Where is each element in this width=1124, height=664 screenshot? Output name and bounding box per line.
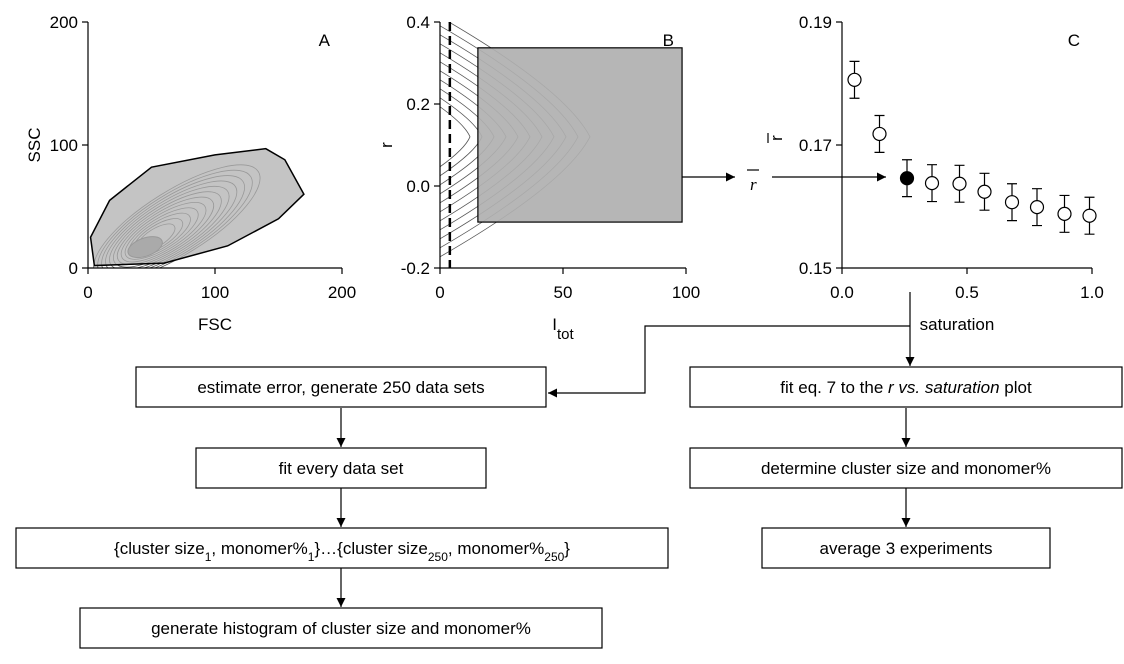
- y-tick-label: 200: [50, 13, 78, 32]
- flow-text-part: estimate error, generate 250 data sets: [197, 378, 484, 397]
- gate: [477, 47, 683, 223]
- plot-area: [440, 22, 683, 268]
- x-axis-label-main: FSC: [198, 315, 232, 334]
- panel: -0.2 0.0 0.2 0.4 0 50 100 Itot r B: [377, 13, 700, 343]
- y-axis-label: r: [377, 142, 396, 148]
- arrow: [548, 325, 910, 398]
- contour: [440, 97, 483, 177]
- x-tick-label: 100: [201, 283, 229, 302]
- flow-text-part: 1: [308, 550, 315, 564]
- flow-node: fit eq. 7 to the r vs. saturation plot: [689, 366, 1123, 408]
- annotation: r: [750, 175, 757, 194]
- x-axis-label-main: I: [552, 315, 557, 334]
- x-axis-label-main: saturation: [920, 315, 995, 334]
- flow-node: fit every data set: [195, 447, 487, 489]
- plot-area: [89, 147, 305, 268]
- flow-text-part: determine cluster size and monomer%: [761, 459, 1051, 478]
- flow-text-part: }: [564, 539, 570, 558]
- point: [924, 176, 940, 191]
- flow-text-part: }…{cluster size: [314, 539, 427, 558]
- point: [872, 126, 887, 142]
- y-tick-label: 0.2: [406, 95, 430, 114]
- flow-node: estimate error, generate 250 data sets: [135, 366, 547, 408]
- flow-box: [79, 607, 603, 649]
- flow-box: [689, 366, 1123, 408]
- x-tick-label: 200: [328, 283, 356, 302]
- y-tick-label: 0.4: [406, 13, 430, 32]
- flow-text-part: generate histogram of cluster size and m…: [151, 619, 531, 638]
- flow-node: {cluster size1, monomer%1}…{cluster size…: [15, 527, 669, 569]
- y-tick-label: 100: [50, 136, 78, 155]
- flow-text-part: fit every data set: [279, 459, 404, 478]
- flow-text: fit every data set: [279, 459, 404, 478]
- y-axis-label: SSC: [25, 128, 44, 163]
- flow-text-part: , monomer%: [211, 539, 307, 558]
- flow-text: average 3 experiments: [820, 539, 993, 558]
- point: [847, 72, 862, 87]
- y-tick-label: 0.15: [799, 259, 832, 278]
- flow-text-part: plot: [1000, 378, 1032, 397]
- panel: r 0.15 0.17 0.19 0.0 0.5 1.0 saturation r C: [747, 13, 1104, 334]
- connectors: [336, 172, 915, 607]
- flow-text: fit eq. 7 to the r vs. saturation plot: [780, 378, 1032, 397]
- flow-text: generate histogram of cluster size and m…: [151, 619, 531, 638]
- flow-text-part: {cluster size: [114, 539, 205, 558]
- point: [952, 176, 967, 191]
- point: [1057, 206, 1072, 221]
- y-axis-label: r: [767, 135, 786, 141]
- flow-node: generate histogram of cluster size and m…: [79, 607, 603, 649]
- flow-box: [195, 447, 487, 489]
- x-axis-label: Itot: [552, 315, 574, 343]
- x-tick-label: 100: [672, 283, 700, 302]
- flow-box: [135, 366, 547, 408]
- panel: 0 100 200 0 100 200 FSC SSC A: [25, 13, 356, 334]
- point: [1029, 200, 1045, 215]
- x-tick-label: 0.0: [830, 283, 854, 302]
- flow-text-part: r vs. saturation: [888, 378, 1000, 397]
- flow-node: average 3 experiments: [761, 527, 1051, 569]
- flow-text: estimate error, generate 250 data sets: [197, 378, 484, 397]
- y-tick-label: 0.0: [406, 177, 430, 196]
- flow-box: [689, 447, 1123, 489]
- y-tick-label: -0.2: [401, 259, 430, 278]
- x-tick-label: 50: [554, 283, 573, 302]
- x-axis-label: saturation: [920, 315, 995, 334]
- x-tick-label: 0: [435, 283, 444, 302]
- flow-node: determine cluster size and monomer%: [689, 447, 1123, 489]
- flow-box: [761, 527, 1051, 569]
- point: [977, 184, 992, 199]
- flow-text-part: 1: [205, 550, 212, 564]
- y-tick-label: 0.19: [799, 13, 832, 32]
- flow-text-part: average 3 experiments: [820, 539, 993, 558]
- flow-box: [15, 527, 669, 569]
- x-tick-label: 0: [83, 283, 92, 302]
- x-axis-label-sub: tot: [557, 326, 575, 343]
- point: [899, 171, 915, 186]
- flow-text: determine cluster size and monomer%: [761, 459, 1051, 478]
- flow-text-part: 250: [428, 550, 448, 564]
- gate: [89, 147, 305, 267]
- panel-label: B: [663, 31, 674, 50]
- y-tick-label: 0: [69, 259, 78, 278]
- point: [1082, 208, 1097, 223]
- flow-text-part: fit eq. 7 to the: [780, 378, 888, 397]
- contour: [440, 106, 471, 168]
- x-tick-label: 0.5: [955, 283, 979, 302]
- flow-text-part: 250: [544, 550, 564, 564]
- flow-text-part: , monomer%: [448, 539, 544, 558]
- point: [1004, 195, 1020, 210]
- panel-label: A: [319, 31, 331, 50]
- y-tick-label: 0.17: [799, 136, 832, 155]
- x-tick-label: 1.0: [1080, 283, 1104, 302]
- panel-label: C: [1068, 31, 1080, 50]
- x-axis-label: FSC: [198, 315, 232, 334]
- flow-text: {cluster size1, monomer%1}…{cluster size…: [114, 539, 570, 564]
